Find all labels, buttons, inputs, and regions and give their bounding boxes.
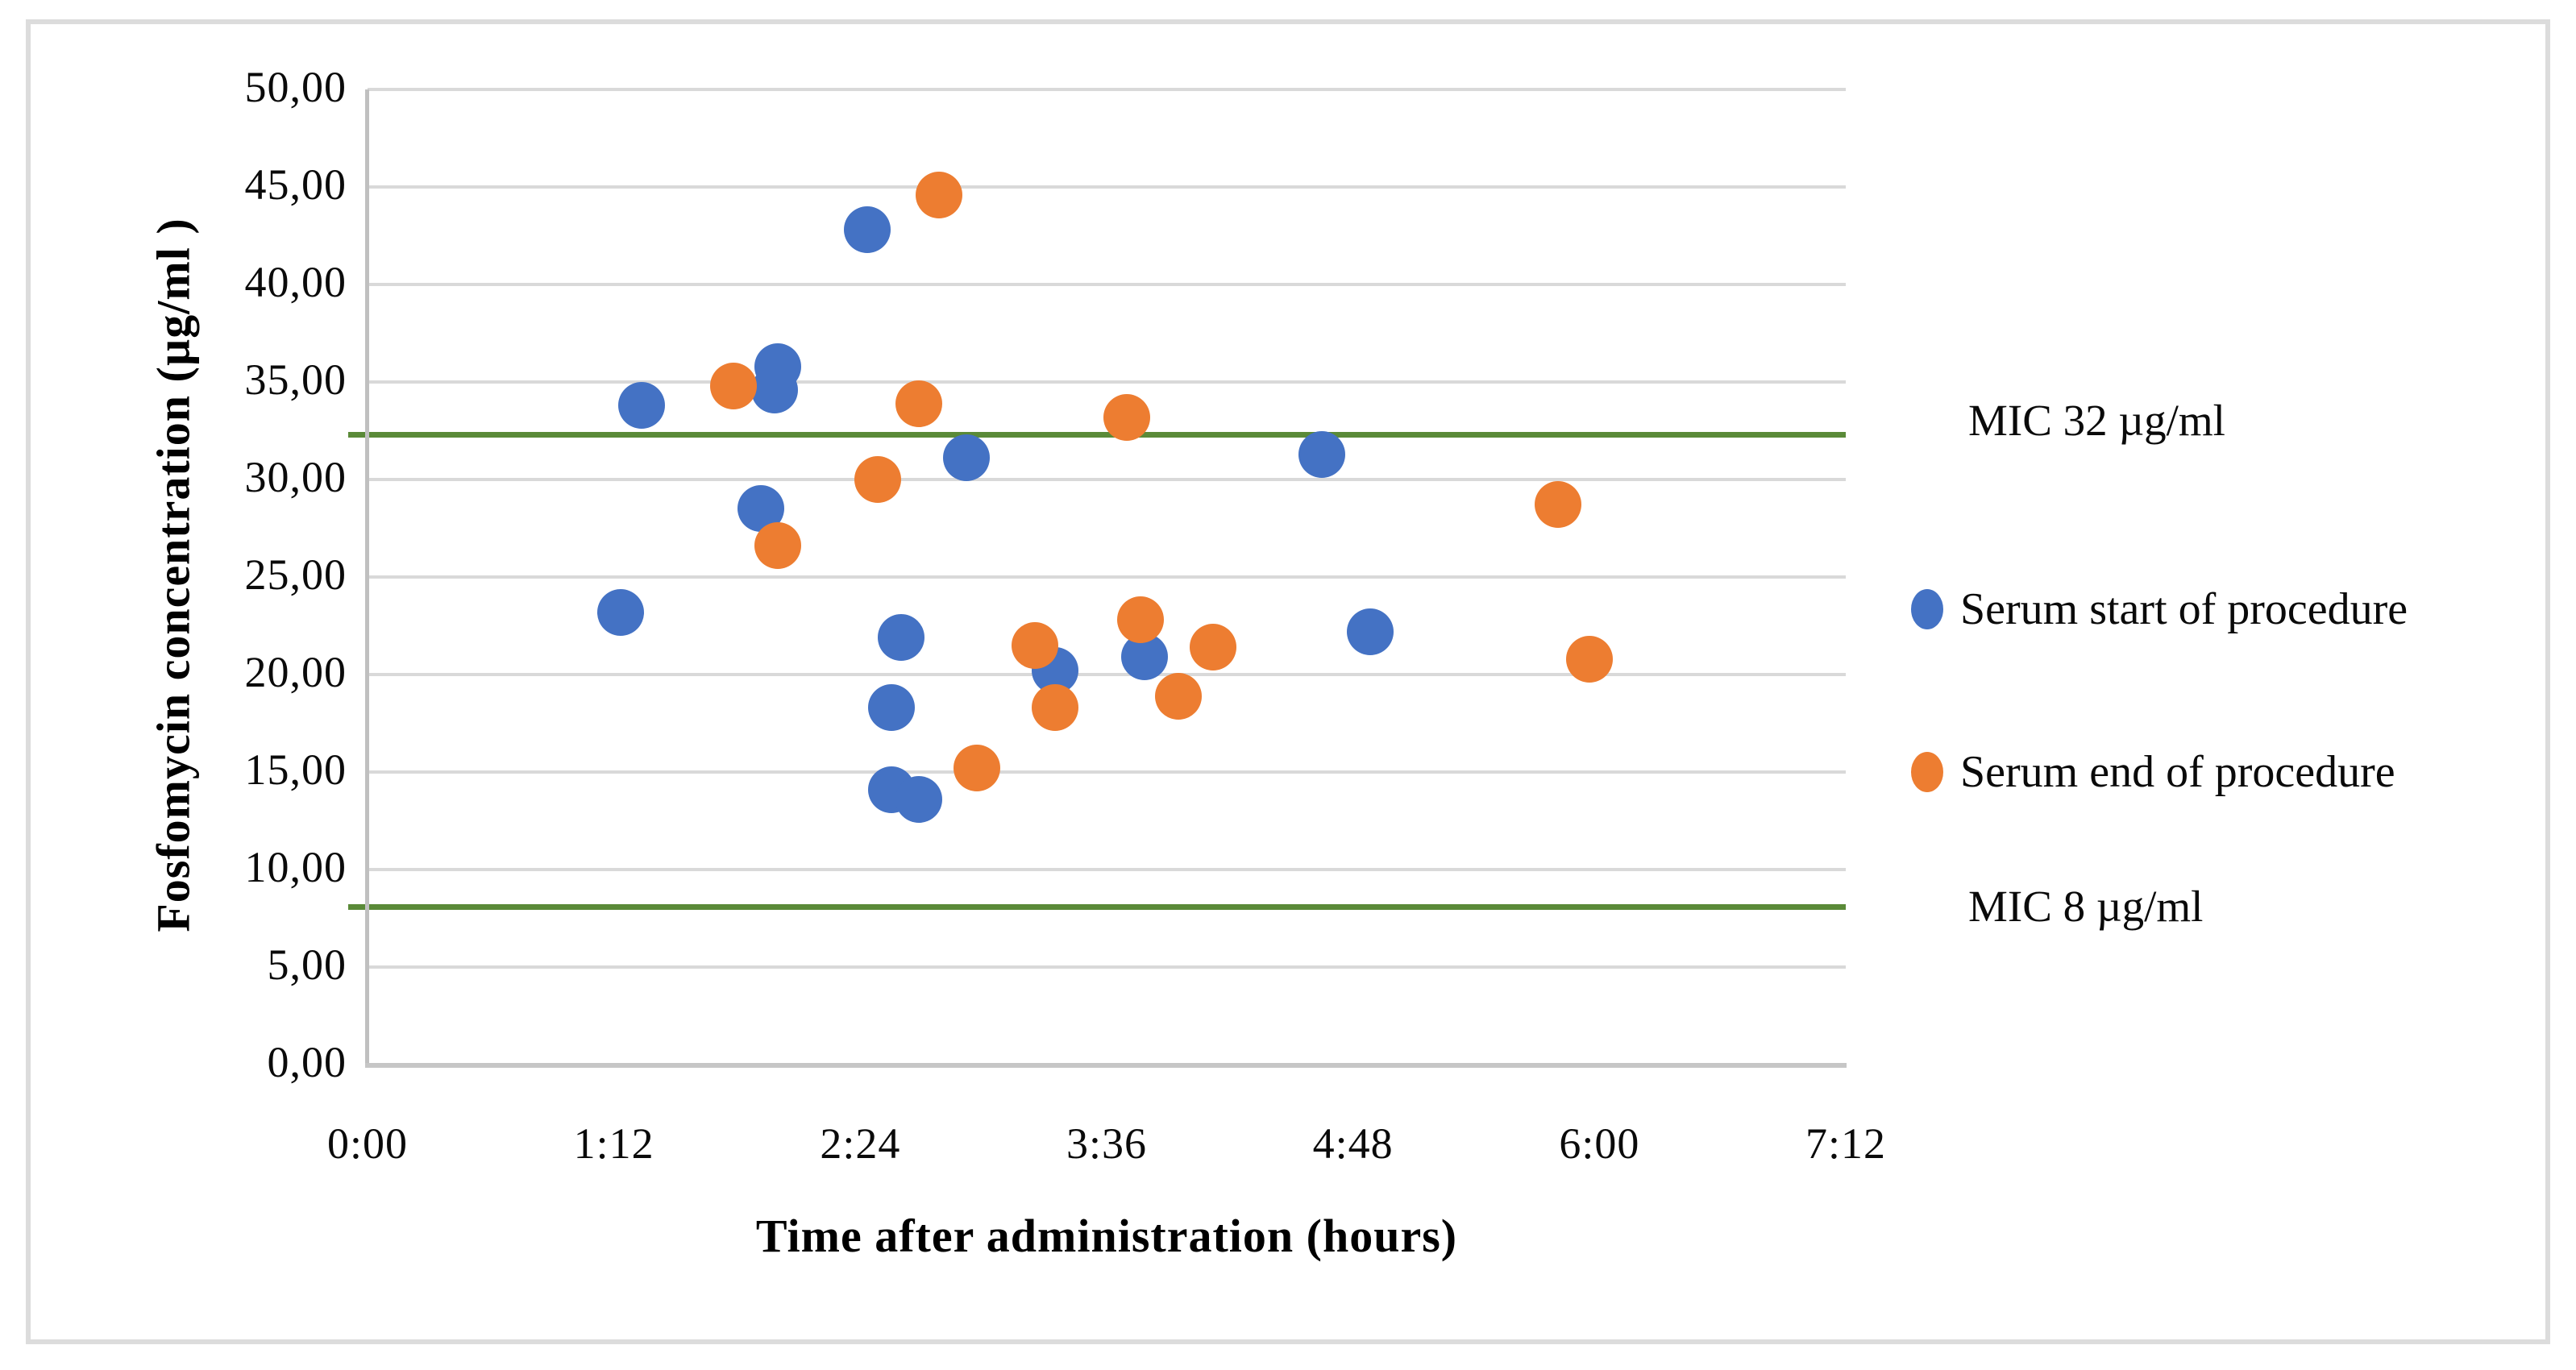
mic-label-8: MIC 8 µg/ml	[1968, 881, 2204, 931]
end-point-2:00-26.6	[754, 522, 802, 570]
gridline-y-45,00	[368, 185, 1846, 189]
start-point-4:39-31.3	[1298, 430, 1346, 478]
y-tick-label: 0,00	[267, 1038, 347, 1086]
end-point-3:42-33.2	[1103, 393, 1151, 441]
x-tick-label: 7:12	[1805, 1119, 1886, 1168]
start-point-2:26-42.8	[843, 206, 891, 254]
end-point-3:15-21.5	[1011, 621, 1058, 669]
legend-label-end: Serum end of procedure	[1960, 747, 2395, 797]
y-tick-label: 30,00	[244, 453, 347, 501]
mic-line-8	[348, 903, 1846, 910]
x-tick-label: 3:36	[1066, 1119, 1147, 1168]
end-point-2:47-44.6	[915, 171, 962, 218]
start-point-2:41-13.6	[895, 775, 942, 823]
x-tick-label: 4:48	[1312, 1119, 1394, 1168]
end-point-1:47-34.8	[710, 362, 758, 409]
y-axis-title: Fosfomycin concentration (µg/ml )	[147, 218, 200, 932]
gridline-y-50,00	[368, 88, 1846, 91]
y-tick-label: 50,00	[244, 63, 347, 111]
y-tick-label: 25,00	[244, 550, 347, 599]
legend-label-start: Serum start of procedure	[1960, 584, 2408, 634]
start-point-2:36-21.9	[878, 614, 925, 662]
x-tick-label: 1:12	[573, 1119, 654, 1168]
end-point-2:41-33.9	[895, 380, 942, 427]
end-point-4:07-21.4	[1189, 624, 1236, 671]
x-axis-line	[365, 1063, 1847, 1068]
gridline-y-15,00	[368, 770, 1846, 774]
end-point-2:58-15.2	[953, 745, 1000, 792]
end-point-3:21-18.3	[1032, 684, 1079, 732]
mic-label-32: MIC 32 µg/ml	[1968, 396, 2225, 446]
end-point-2:29-30	[854, 456, 901, 503]
chart-border-frame	[26, 19, 2550, 1344]
gridline-y-30,00	[368, 478, 1846, 481]
y-tick-label: 15,00	[244, 745, 347, 794]
y-tick-label: 5,00	[267, 940, 347, 989]
y-tick-label: 35,00	[244, 355, 347, 404]
start-point-4:53-22.2	[1346, 608, 1394, 655]
start-point-1:14-23.2	[597, 588, 645, 636]
x-tick-label: 6:00	[1559, 1119, 1640, 1168]
gridline-y-25,00	[368, 575, 1846, 579]
mic-line-32	[348, 432, 1846, 438]
start-point-2:55-31.1	[942, 434, 990, 482]
legend-marker-end	[1911, 752, 1943, 792]
end-point-5:57-20.8	[1565, 635, 1613, 683]
x-axis-title: Time after administration (hours)	[755, 1210, 1458, 1262]
gridline-y-5,00	[368, 965, 1846, 969]
start-point-1:20-33.8	[617, 382, 665, 430]
start-point-2:33-18.3	[867, 684, 915, 732]
gridline-y-10,00	[368, 868, 1846, 871]
x-tick-label: 2:24	[820, 1119, 901, 1168]
end-point-3:57-18.9	[1155, 672, 1203, 720]
y-axis-line	[365, 89, 369, 1068]
start-point-2:00-35.8	[754, 342, 802, 390]
gridline-y-40,00	[368, 283, 1846, 286]
legend-marker-start	[1911, 589, 1943, 629]
y-tick-label: 20,00	[244, 648, 347, 696]
end-point-5:48-28.7	[1535, 481, 1582, 529]
y-tick-label: 10,00	[244, 843, 347, 891]
gridline-y-20,00	[368, 673, 1846, 676]
y-tick-label: 45,00	[244, 160, 347, 209]
end-point-3:46-22.8	[1117, 596, 1165, 644]
y-tick-label: 40,00	[244, 258, 347, 306]
gridline-y-35,00	[368, 380, 1846, 384]
x-tick-label: 0:00	[326, 1119, 408, 1168]
